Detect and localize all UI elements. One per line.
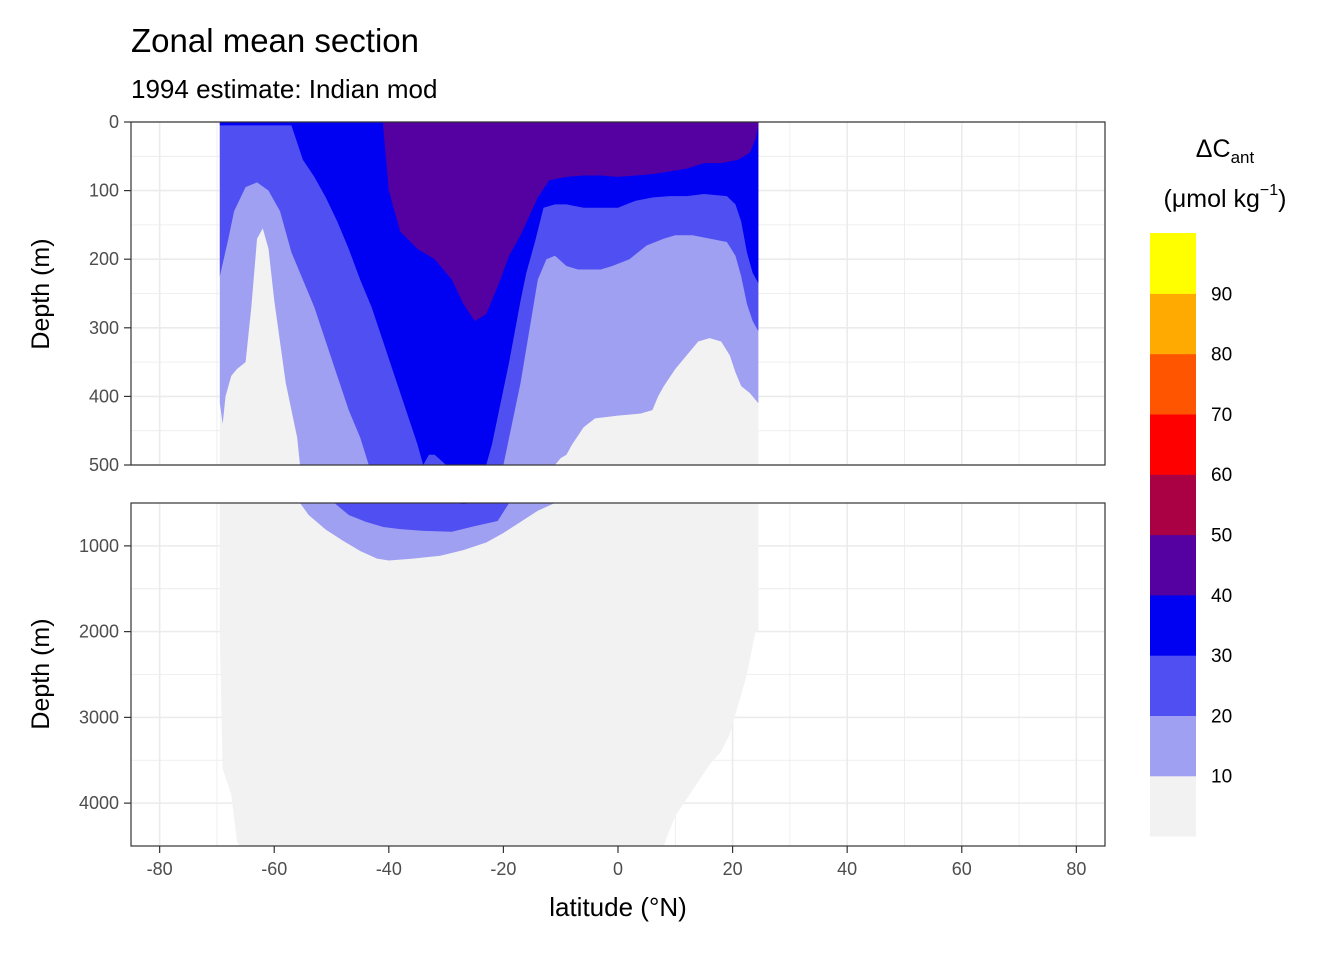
- x-tick-label: -80: [147, 859, 173, 879]
- legend-units-post: ): [1278, 185, 1286, 213]
- legend-swatch: [1150, 655, 1196, 716]
- upper-y-axis-label: Depth (m): [27, 238, 55, 349]
- legend-break-label: 80: [1211, 345, 1232, 366]
- upper-y-tick-label: 400: [89, 386, 119, 406]
- x-tick-label: 0: [613, 859, 623, 879]
- upper-y-tick-label: 500: [89, 455, 119, 475]
- legend-swatch: [1150, 474, 1196, 536]
- upper-panel-contours: [219, 122, 759, 465]
- legend-swatch: [1150, 534, 1196, 596]
- legend: ΔCant (μmol kg−1) 10 20 30 40 50 60 70 80 90: [1150, 135, 1286, 837]
- legend-break-label: 60: [1211, 465, 1232, 486]
- legend-break-label: 90: [1211, 284, 1232, 305]
- upper-y-tick-label: 300: [89, 318, 119, 338]
- x-tick-label: 20: [723, 859, 743, 879]
- legend-swatch: [1150, 715, 1196, 777]
- legend-title-main: ΔC: [1196, 135, 1231, 163]
- chart-title: Zonal mean section: [131, 22, 419, 59]
- legend-units-pre: (μmol kg: [1164, 185, 1260, 213]
- upper-y-tick-label: 100: [89, 181, 119, 201]
- upper-y-tick-label: 0: [109, 112, 119, 132]
- chart-subtitle: 1994 estimate: Indian mod: [131, 74, 438, 104]
- x-axis-label: latitude (°N): [549, 892, 687, 922]
- lower-contour-fill-below-10: [219, 503, 759, 846]
- legend-swatch: [1150, 233, 1196, 294]
- lower-y-tick-label: 4000: [79, 793, 119, 813]
- lower-y-axis-label: Depth (m): [27, 618, 55, 729]
- upper-contour-fill-above-40: [383, 122, 759, 321]
- legend-break-label: 10: [1211, 767, 1232, 788]
- lower-y-tick-label: 2000: [79, 622, 119, 642]
- upper-panel-border: [130, 121, 1106, 466]
- legend-swatch: [1150, 594, 1196, 656]
- legend-break-label: 20: [1211, 706, 1232, 727]
- lower-contour-fill-above-20: [334, 503, 510, 532]
- legend-break-label: 30: [1211, 646, 1232, 667]
- x-tick-label: -40: [376, 859, 402, 879]
- legend-title-line1: ΔCant: [1196, 135, 1255, 167]
- legend-swatch: [1150, 353, 1196, 415]
- legend-swatch: [1150, 413, 1196, 475]
- x-tick-label: 80: [1066, 859, 1086, 879]
- x-tick-label: -20: [490, 859, 516, 879]
- upper-y-tick-label: 200: [89, 249, 119, 269]
- legend-break-label: 40: [1211, 586, 1232, 607]
- x-tick-label: 40: [837, 859, 857, 879]
- legend-break-label: 70: [1211, 405, 1232, 426]
- legend-break-label: 50: [1211, 526, 1232, 547]
- legend-units-sup: −1: [1260, 182, 1278, 199]
- x-tick-label: -60: [261, 859, 287, 879]
- lower-y-tick-label: 3000: [79, 707, 119, 727]
- legend-swatch: [1150, 775, 1196, 837]
- legend-title-sub: ant: [1231, 148, 1255, 167]
- legend-title-line2: (μmol kg−1): [1164, 182, 1287, 213]
- lower-panel-contours: [219, 503, 759, 846]
- lower-y-tick-label: 1000: [79, 536, 119, 556]
- x-tick-label: 60: [952, 859, 972, 879]
- legend-swatch: [1150, 293, 1196, 355]
